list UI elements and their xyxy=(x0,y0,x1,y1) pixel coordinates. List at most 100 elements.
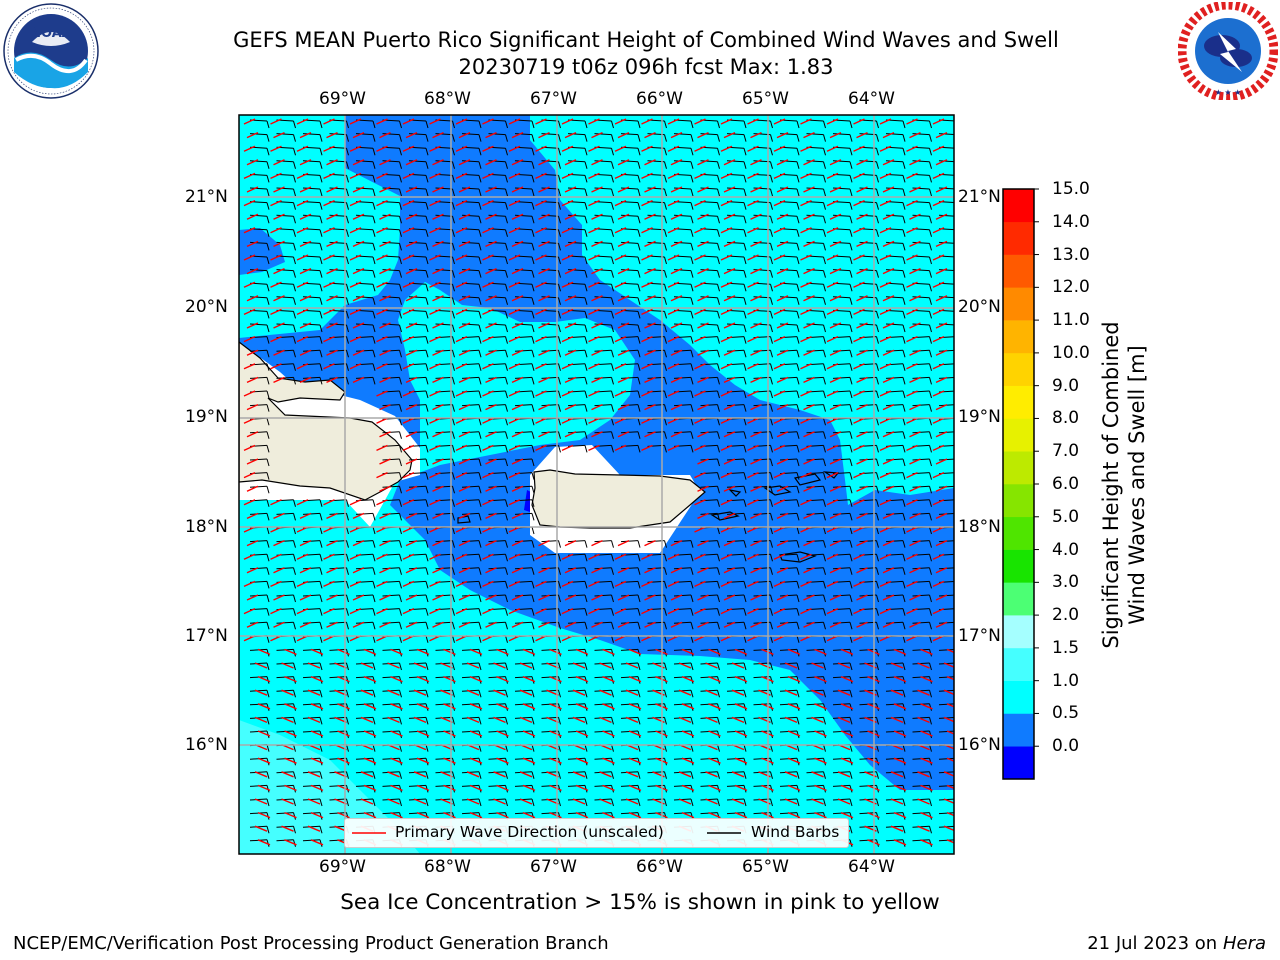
wave-direction-arrow xyxy=(837,689,851,696)
wind-barb-shaft xyxy=(541,567,559,570)
wind-barb-flag xyxy=(505,513,508,521)
wind-barb-shaft xyxy=(567,296,586,299)
wind-barb-shaft xyxy=(726,485,745,488)
wave-direction-arrow xyxy=(588,363,600,370)
wave-direction-arrow xyxy=(708,730,721,737)
wave-direction-arrow xyxy=(299,267,312,275)
wind-barb-flag xyxy=(372,554,376,562)
wind-barb-flag xyxy=(690,594,694,603)
wind-barb-flag xyxy=(637,148,641,156)
wind-barb-flag xyxy=(956,826,958,833)
wind-barb-flag xyxy=(743,486,747,494)
wind-barb-shaft xyxy=(938,485,954,488)
wave-direction-arrow xyxy=(443,648,456,656)
wind-barb-flag xyxy=(717,216,720,224)
wave-direction-arrow xyxy=(429,553,441,560)
wave-direction-arrow xyxy=(458,295,471,302)
wind-barb-flag xyxy=(902,418,906,426)
wind-barb-shaft xyxy=(779,716,798,719)
wind-barb-shaft xyxy=(885,458,904,461)
wave-direction-arrow xyxy=(720,526,733,533)
wave-direction-arrow xyxy=(376,471,388,479)
wind-barb-flag xyxy=(346,148,349,156)
wind-barb-flag xyxy=(452,134,455,142)
wind-barb-shaft xyxy=(726,621,745,624)
wind-barb-flag xyxy=(690,744,694,752)
wave-direction-arrow xyxy=(310,811,324,819)
wave-direction-arrow xyxy=(561,607,574,615)
wind-barb-shaft xyxy=(408,689,427,692)
wave-direction-arrow xyxy=(641,335,653,343)
wind-barb-flag xyxy=(849,256,853,265)
wind-barb-flag xyxy=(956,337,958,344)
wave-direction-arrow xyxy=(932,227,945,234)
wind-barb-flag xyxy=(717,270,720,278)
wind-barb-flag xyxy=(558,418,561,426)
wind-barb-shaft xyxy=(779,431,798,434)
wave-direction-arrow xyxy=(853,308,865,316)
wave-direction-arrow xyxy=(469,811,483,819)
wind-barb-flag xyxy=(637,324,641,333)
wind-barb-shaft xyxy=(276,662,294,665)
wind-barb-shaft xyxy=(488,160,506,163)
wind-barb-flag xyxy=(876,363,879,371)
wind-barb-shaft xyxy=(249,241,268,244)
wind-barb-flag xyxy=(664,270,667,278)
wind-barb-flag xyxy=(770,717,773,725)
wind-barb-shaft xyxy=(620,269,639,272)
wind-barb-flag xyxy=(743,526,747,535)
wind-barb-flag xyxy=(743,540,747,548)
wave-direction-arrow xyxy=(614,580,627,588)
wave-direction-arrow xyxy=(310,757,324,764)
wind-barb-flag xyxy=(849,472,853,480)
wind-barb-shaft xyxy=(329,540,347,543)
wind-barb-flag xyxy=(743,175,747,183)
wave-direction-arrow xyxy=(273,213,285,220)
wind-barb-flag xyxy=(690,148,694,156)
wind-barb-flag xyxy=(876,608,879,616)
wind-barb-shaft xyxy=(673,431,692,434)
wind-barb-shaft xyxy=(541,798,559,801)
wind-barb-shaft xyxy=(541,662,559,665)
wave-direction-arrow xyxy=(310,648,324,656)
wind-barb-flag xyxy=(505,526,508,535)
wind-barb-flag xyxy=(399,472,402,480)
wind-barb-shaft xyxy=(806,187,824,190)
wind-barb-shaft xyxy=(355,160,374,163)
wind-barb-flag xyxy=(876,431,879,439)
wave-direction-arrow xyxy=(856,594,868,601)
wave-direction-arrow xyxy=(466,798,480,805)
wind-barb-shaft xyxy=(514,431,533,434)
wave-direction-arrow xyxy=(455,227,468,234)
wave-direction-arrow xyxy=(856,349,868,356)
wind-barb-flag xyxy=(876,188,879,197)
wind-barb-flag xyxy=(929,717,932,725)
wind-barb-shaft xyxy=(673,771,692,774)
wave-direction-arrow xyxy=(416,757,430,764)
wave-direction-arrow xyxy=(349,363,362,370)
wave-direction-arrow xyxy=(853,526,865,533)
wave-direction-arrow xyxy=(909,295,921,302)
wave-direction-arrow xyxy=(641,199,653,207)
wind-barb-shaft xyxy=(700,160,718,163)
wave-direction-arrow xyxy=(511,240,524,248)
wind-barb-flag xyxy=(452,202,455,210)
wind-barb-shaft xyxy=(806,133,824,136)
wave-direction-arrow xyxy=(482,526,494,533)
wind-barb-shaft xyxy=(912,689,930,692)
wave-direction-arrow xyxy=(416,730,430,737)
wind-barb-flag xyxy=(770,297,773,305)
wind-barb-flag xyxy=(796,216,800,224)
wave-direction-arrow xyxy=(803,295,815,302)
wind-barb-flag xyxy=(770,311,773,319)
wave-direction-arrow xyxy=(681,703,695,710)
wind-barb-flag xyxy=(266,744,270,752)
wind-barb-shaft xyxy=(620,187,639,190)
wind-barb-flag xyxy=(505,458,508,467)
wave-direction-arrow xyxy=(376,254,388,261)
wave-direction-arrow xyxy=(614,254,627,261)
wind-barb-flag xyxy=(478,418,482,426)
wave-direction-arrow xyxy=(800,499,812,506)
wind-barb-flag xyxy=(664,324,667,333)
wind-barb-flag xyxy=(399,324,402,333)
